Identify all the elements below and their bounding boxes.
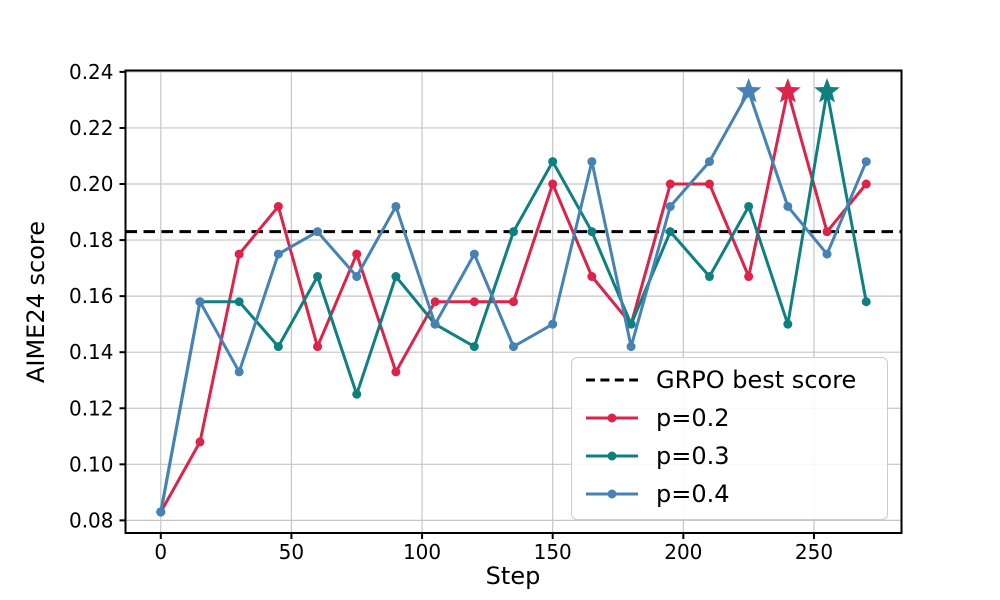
data-point-p03 [273, 342, 283, 352]
data-point-p04 [548, 319, 558, 329]
data-point-p03 [234, 297, 244, 307]
data-point-p04 [822, 249, 832, 259]
legend-label: p=0.2 [656, 404, 730, 432]
best-score-star-p04 [735, 78, 762, 103]
data-point-p04 [626, 342, 636, 352]
data-point-p04 [587, 157, 597, 167]
data-point-p02 [822, 227, 832, 237]
data-point-p02 [352, 249, 362, 259]
data-point-p04 [313, 227, 323, 237]
data-point-p03 [587, 227, 597, 237]
x-tick-label: 50 [279, 540, 304, 564]
data-point-p02 [587, 272, 597, 282]
legend-label: p=0.3 [656, 442, 730, 470]
y-axis-label: AIME24 score [22, 220, 50, 384]
data-point-p03 [861, 297, 871, 307]
line-marker-swatch [586, 413, 638, 423]
data-point-p02 [509, 297, 518, 307]
y-tick-label: 0.10 [69, 452, 114, 476]
legend-row-p04: p=0.4 [583, 475, 887, 513]
data-point-p04 [704, 157, 714, 167]
data-point-p04 [430, 319, 440, 329]
legend-label: GRPO best score [656, 366, 857, 394]
best-score-star-p02 [775, 78, 801, 103]
data-point-p02 [744, 272, 754, 282]
legend: GRPO best score p=0.2 p=0.3 p=0.4 [571, 357, 888, 520]
data-point-p02 [430, 297, 440, 307]
data-point-p04 [783, 201, 793, 211]
data-point-p03 [352, 389, 362, 399]
data-point-p04 [665, 201, 675, 211]
line-marker-swatch [586, 489, 638, 499]
x-axis-label: Step [485, 562, 541, 590]
legend-row-p03: p=0.3 [583, 437, 887, 475]
data-point-p03 [469, 342, 479, 352]
data-point-p02 [469, 297, 479, 307]
legend-row-p02: p=0.2 [583, 399, 887, 437]
y-tick-label: 0.12 [69, 396, 114, 420]
data-point-p02 [665, 179, 675, 189]
data-point-p03 [783, 319, 793, 329]
y-tick-label: 0.22 [69, 116, 114, 140]
best-score-star-p03 [814, 78, 840, 103]
data-point-p03 [313, 272, 323, 282]
data-point-p04 [352, 272, 362, 282]
data-point-p03 [744, 201, 754, 211]
data-point-p04 [273, 249, 283, 259]
data-point-p02 [391, 367, 401, 377]
y-tick-label: 0.14 [69, 340, 114, 364]
data-point-p03 [548, 157, 558, 167]
data-point-p03 [665, 227, 675, 237]
data-point-p02 [273, 201, 283, 211]
data-point-p04 [861, 157, 871, 167]
data-point-p04 [234, 367, 244, 377]
y-tick-label: 0.18 [69, 228, 114, 252]
data-point-p03 [391, 272, 401, 282]
y-tick-label: 0.24 [69, 60, 114, 84]
dashed-line-swatch [586, 378, 638, 382]
data-point-p02 [548, 179, 558, 189]
x-tick-label: 200 [664, 540, 702, 564]
data-point-p02 [234, 249, 244, 259]
y-tick-label: 0.08 [69, 508, 114, 532]
x-tick-label: 150 [534, 540, 572, 564]
y-tick-label: 0.16 [69, 284, 114, 308]
data-point-p04 [156, 507, 166, 517]
data-point-p03 [626, 319, 636, 329]
x-tick-label: 250 [795, 540, 833, 564]
data-point-p02 [195, 437, 205, 447]
data-point-p02 [704, 179, 714, 189]
legend-row-grpo-best-score: GRPO best score [583, 361, 887, 399]
legend-label: p=0.4 [656, 480, 730, 508]
data-point-p03 [704, 272, 714, 282]
data-point-p02 [313, 342, 323, 352]
x-tick-label: 0 [154, 540, 167, 564]
data-point-p04 [469, 249, 479, 259]
data-point-p04 [509, 342, 518, 352]
x-tick-label: 100 [403, 540, 441, 564]
line-marker-swatch [586, 451, 638, 461]
data-point-p03 [509, 227, 518, 237]
data-point-p04 [391, 201, 401, 211]
data-point-p04 [195, 297, 205, 307]
plot-border [124, 69, 903, 534]
data-point-p02 [861, 179, 871, 189]
y-tick-label: 0.20 [69, 172, 114, 196]
